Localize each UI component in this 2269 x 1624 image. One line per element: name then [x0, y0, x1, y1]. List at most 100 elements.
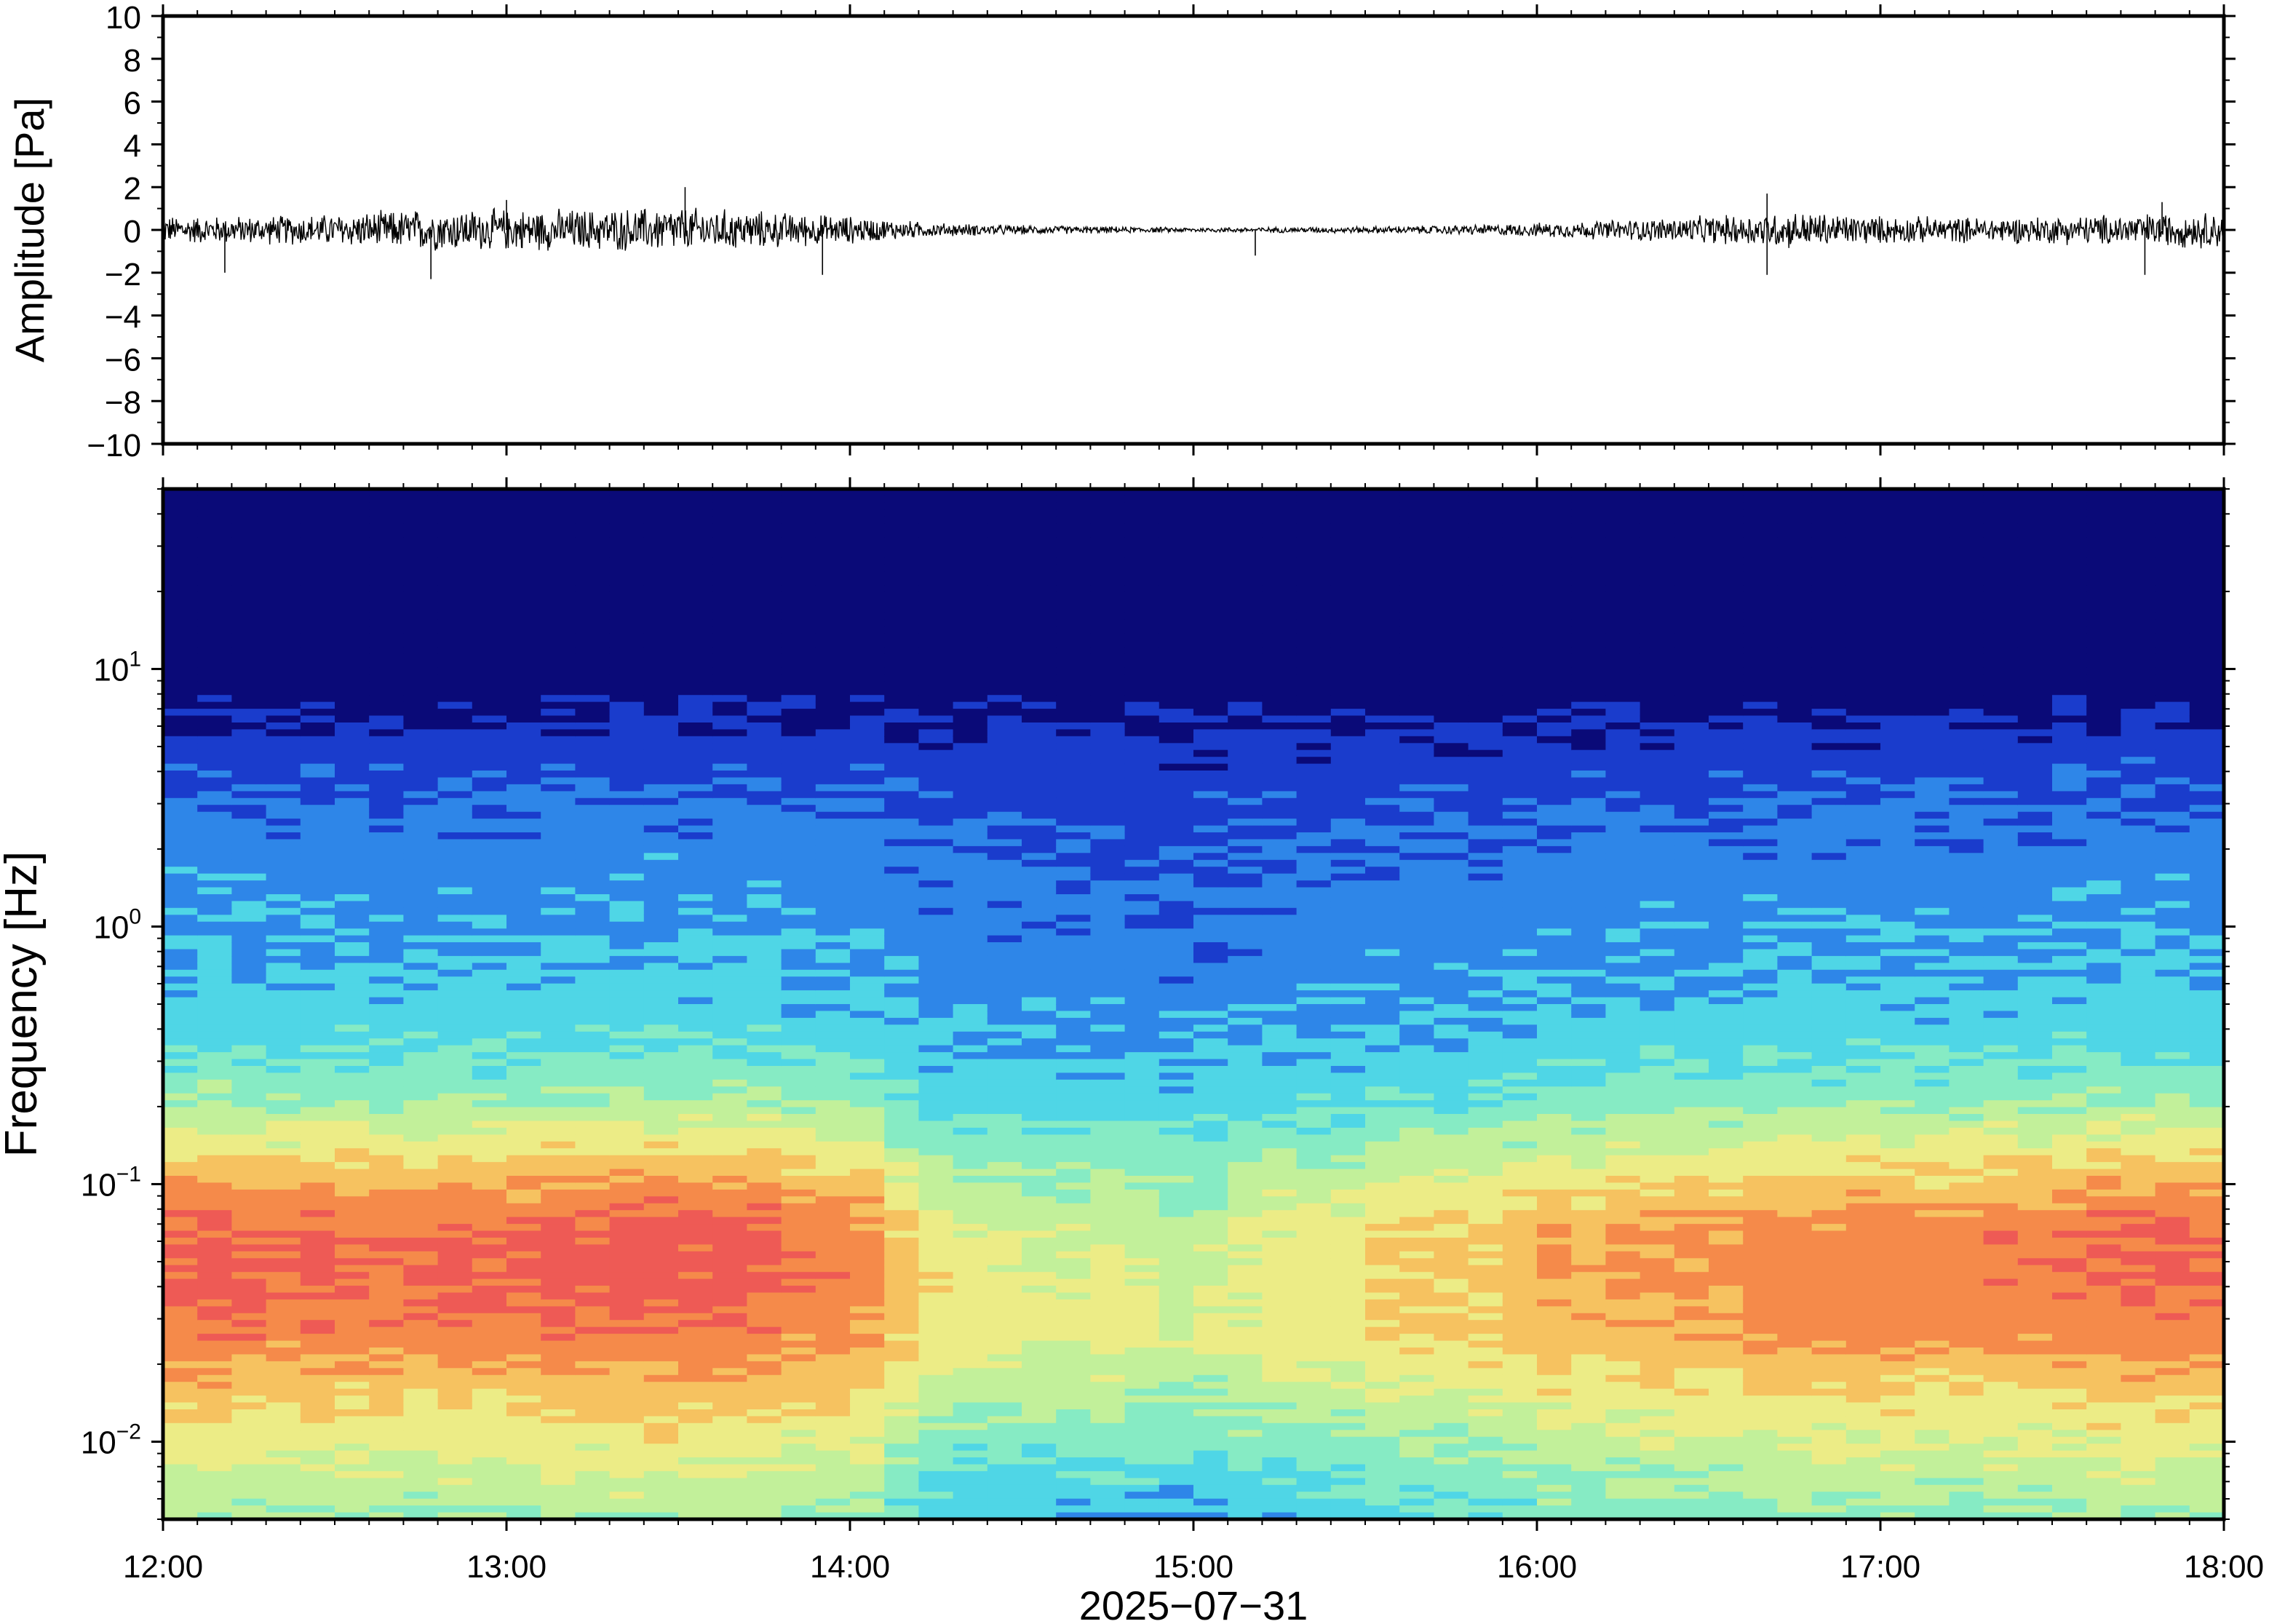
spectrogram-cell [1090, 907, 1126, 915]
spectrogram-cell [712, 578, 748, 586]
spectrogram-cell [678, 859, 713, 867]
spectrogram-cell [609, 509, 645, 517]
spectrogram-cell [609, 1203, 645, 1211]
spectrogram-cell [575, 845, 611, 854]
spectrogram-cell [1022, 1107, 1057, 1115]
spectrogram-cell [884, 1478, 920, 1486]
spectrogram-cell [850, 1470, 885, 1479]
spectrogram-cell [1124, 1478, 1160, 1486]
spectrogram-cell [1022, 516, 1057, 524]
spectrogram-cell [678, 695, 713, 703]
spectrogram-cell [575, 976, 611, 984]
spectrogram-cell [266, 1258, 301, 1266]
spectrogram-cell [1159, 1224, 1194, 1232]
spectrogram-cell [197, 1148, 233, 1156]
spectrogram-cell [575, 1210, 611, 1218]
spectrogram-cell [747, 1004, 782, 1012]
spectrogram-cell [678, 1265, 713, 1273]
spectrogram-cell [231, 901, 267, 909]
spectrogram-cell [403, 516, 439, 524]
spectrogram-cell [506, 1024, 541, 1032]
spectrogram-cell [850, 1450, 885, 1458]
spectrogram-cell [1056, 1484, 1092, 1492]
spectrogram-cell [163, 1512, 198, 1519]
spectrogram-cell [506, 1292, 541, 1300]
spectrogram-cell [437, 509, 473, 517]
spectrogram-cell [1193, 771, 1228, 779]
spectrogram-cell [1022, 502, 1057, 511]
spectrogram-cell [506, 530, 541, 538]
spectrogram-cell [781, 661, 816, 669]
spectrogram-cell [300, 736, 335, 744]
spectrogram-cell [403, 551, 439, 559]
spectrogram-cell [472, 723, 507, 731]
spectrogram-cell [1159, 1038, 1194, 1046]
spectrogram-cell [747, 1258, 782, 1266]
spectrogram-cell [918, 873, 954, 881]
spectrogram-cell [678, 1326, 713, 1334]
spectrogram-cell [506, 777, 541, 785]
spectrogram-cell [369, 1217, 405, 1225]
spectrogram-cell [403, 1382, 439, 1390]
spectrogram-cell [884, 1388, 920, 1396]
spectrogram-cell [987, 1492, 1022, 1500]
spectrogram-cell [987, 1093, 1022, 1101]
spectrogram-cell [1022, 1286, 1057, 1294]
spectrogram-cell [987, 1100, 1022, 1108]
spectrogram-cell [197, 667, 233, 675]
spectrogram-cell [918, 647, 954, 655]
spectrogram-cell [1159, 797, 1194, 805]
spectrogram-cell [1193, 859, 1228, 867]
spectrogram-cell [1228, 873, 1263, 881]
spectrogram-cell [403, 907, 439, 915]
spectrogram-cell [953, 949, 988, 957]
spectrogram-cell [781, 1313, 816, 1321]
spectrogram-cell [335, 1334, 370, 1342]
spectrogram-cell [1056, 1038, 1092, 1046]
spectrogram-cell [987, 640, 1022, 648]
spectrogram-cell [1228, 1114, 1263, 1122]
spectrogram-cell [231, 1017, 267, 1026]
spectrogram-cell [987, 701, 1022, 709]
spectrogram-cell [712, 1121, 748, 1129]
spectrogram-cell [231, 1238, 267, 1246]
spectrogram-cell [884, 1107, 920, 1115]
spectrogram-cell [1056, 1114, 1092, 1122]
spectrogram-cell [987, 1374, 1022, 1382]
spectrogram-cell [541, 771, 576, 779]
spectrogram-cell [163, 1258, 198, 1266]
spectrogram-cell [506, 1470, 541, 1479]
spectrogram-cell [747, 647, 782, 655]
spectrogram-cell [506, 915, 541, 923]
spectrogram-cell [747, 695, 782, 703]
spectrogram-cell [953, 921, 988, 929]
spectrogram-cell [884, 1505, 920, 1513]
spectrogram-cell [712, 1306, 748, 1314]
spectrogram-cell [918, 605, 954, 613]
spectrogram-cell [197, 915, 233, 923]
spectrogram-cell [1022, 771, 1057, 779]
spectrogram-cell [747, 1334, 782, 1342]
spectrogram-cell [472, 983, 507, 991]
spectrogram-cell [300, 1498, 335, 1506]
spectrogram-cell [850, 880, 885, 888]
spectrogram-cell [369, 1457, 405, 1465]
spectrogram-cell [884, 1052, 920, 1060]
spectrogram-cell [1124, 1182, 1160, 1190]
spectrogram-cell [197, 1045, 233, 1053]
spectrogram-cell [506, 1326, 541, 1334]
spectrogram-cell [850, 1478, 885, 1486]
spectrogram-cell [815, 502, 851, 511]
spectrogram-cell [1228, 1210, 1263, 1218]
spectrogram-cell [575, 1072, 611, 1080]
spectrogram-cell [747, 832, 782, 840]
spectrogram-cell [1056, 1238, 1092, 1246]
spectrogram-cell [1022, 599, 1057, 607]
spectrogram-cell [678, 1313, 713, 1321]
spectrogram-cell [1159, 1492, 1194, 1500]
spectrogram-cell [815, 784, 851, 792]
spectrogram-cell [1022, 1251, 1057, 1259]
spectrogram-cell [575, 1086, 611, 1094]
spectrogram-cell [1090, 523, 1126, 531]
spectrogram-cell [609, 811, 645, 819]
